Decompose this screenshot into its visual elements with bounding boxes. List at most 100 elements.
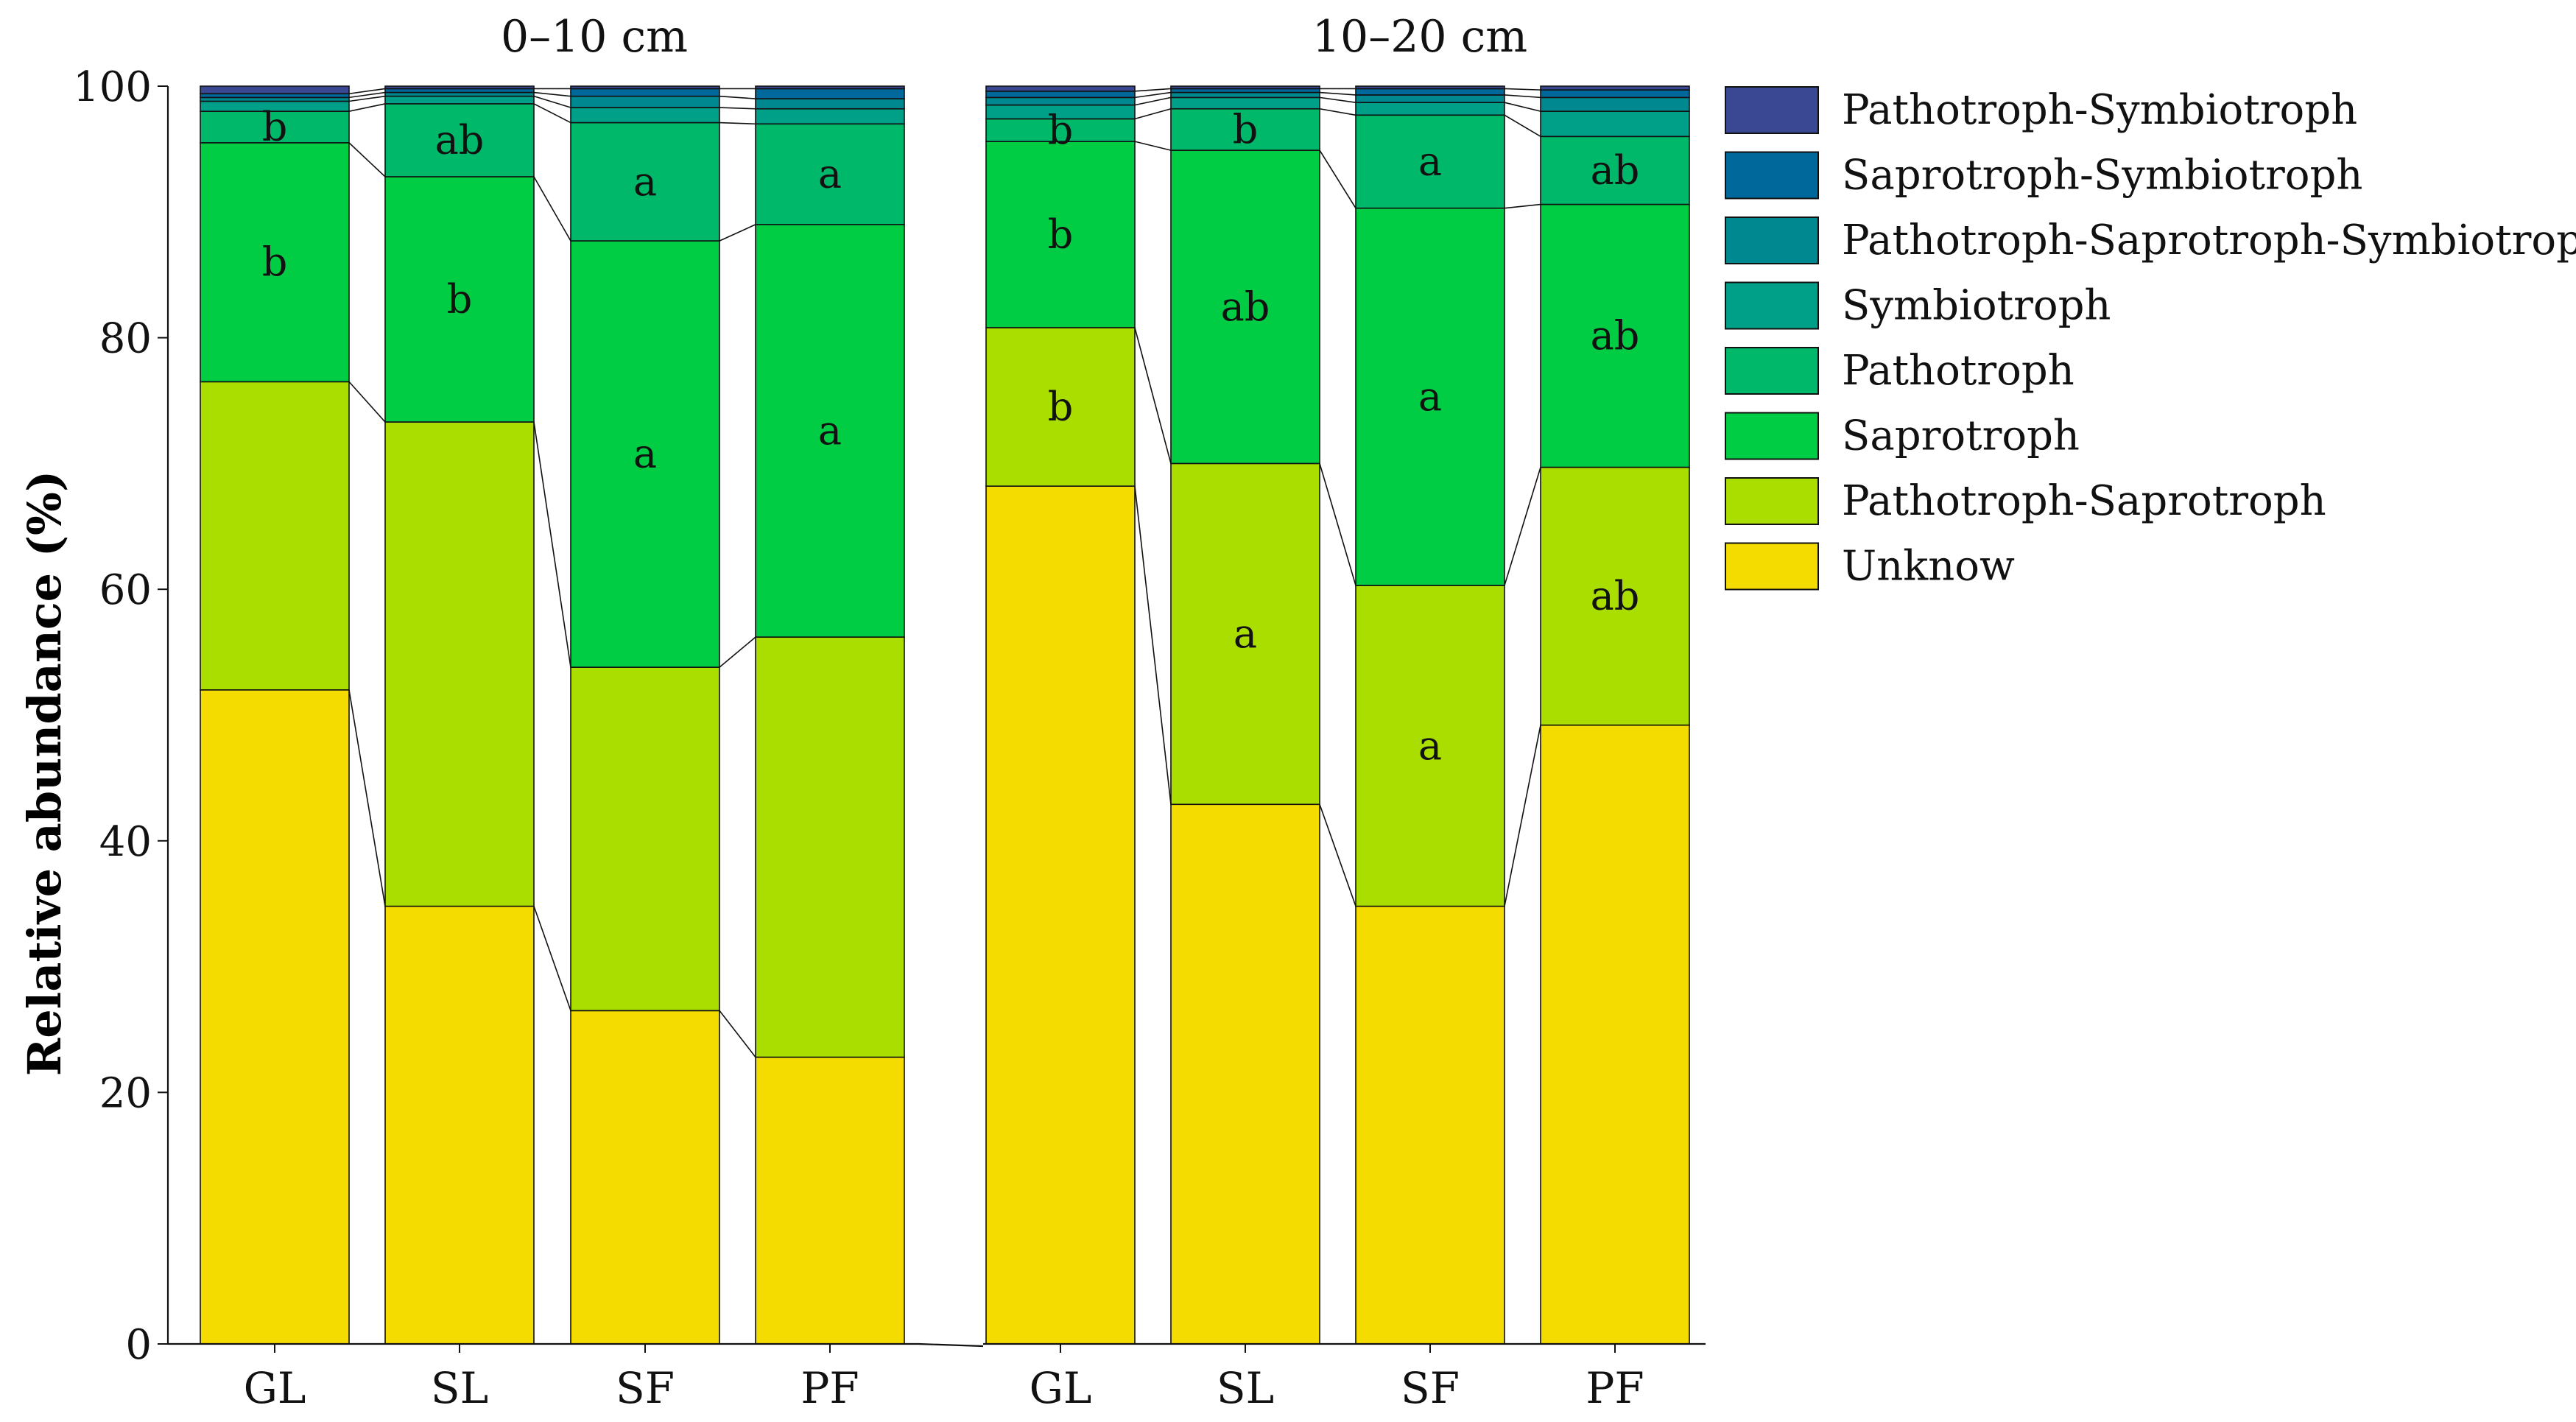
significance-label: b [1048, 211, 1074, 258]
segment-unknow [200, 689, 350, 1345]
segment-unknow [1170, 803, 1320, 1345]
significance-label: a [633, 431, 657, 477]
legend-label: Unknow [1842, 543, 2015, 591]
connector-line [1504, 203, 1541, 209]
legend-swatch [1725, 86, 1819, 134]
legend-label: Symbiotroph [1842, 282, 2111, 330]
connector-line [348, 381, 386, 423]
y-tick-label: 60 [99, 566, 152, 614]
bar-0-10-cm-gl [200, 85, 350, 1345]
segment-pathotroph-saprotroph [384, 421, 535, 907]
segment-saprotroph-symbiotroph [570, 88, 720, 97]
connector-line [1504, 102, 1541, 112]
segment-unknow [384, 905, 535, 1345]
segment-saprotroph [1170, 149, 1320, 465]
legend-swatch [1725, 542, 1819, 591]
segment-saprotroph [985, 141, 1136, 328]
legend-label: Pathotroph-Saprotroph [1842, 477, 2326, 525]
significance-label: a [1418, 373, 1442, 420]
significance-label: a [818, 407, 842, 454]
segment-pathotroph [1170, 108, 1320, 151]
segment-pathotroph [755, 123, 905, 225]
segment-unknow [1540, 724, 1690, 1345]
segment-saprotroph-symbiotroph [755, 88, 905, 99]
legend-label: Pathotroph-Saprotroph-Symbiotroph [1842, 217, 2576, 264]
significance-label: b [1048, 107, 1074, 153]
segment-saprotroph-symbiotroph [1355, 88, 1505, 96]
connector-line [719, 1010, 756, 1058]
significance-label: a [818, 151, 842, 197]
y-tick-label: 100 [73, 63, 152, 111]
segment-pathotroph-saprotroph-symbiotroph [985, 96, 1136, 106]
segment-pathotroph-symbiotroph [200, 85, 350, 95]
significance-label: b [447, 276, 473, 323]
y-tick-label: 0 [125, 1321, 152, 1369]
x-tick-label: SL [1217, 1363, 1274, 1413]
legend: Pathotroph-Symbiotroph Saprotroph-Symbiot… [1725, 86, 2576, 591]
connector-line [348, 88, 386, 95]
connector-line [348, 689, 386, 907]
significance-label: a [1234, 610, 1257, 657]
connector-line [1504, 88, 1541, 91]
segment-pathotroph-symbiotroph [1170, 85, 1320, 90]
segment-unknow [570, 1010, 720, 1345]
segment-saprotroph-symbiotroph [1540, 89, 1690, 99]
connector-line [1134, 91, 1172, 99]
x-tick-label: SF [616, 1363, 675, 1413]
segment-pathotroph-symbiotroph [985, 85, 1136, 92]
significance-label: ab [1221, 284, 1270, 330]
segment-saprotroph-symbiotroph [985, 91, 1136, 99]
legend-swatch [1725, 281, 1819, 330]
segment-pathotroph-symbiotroph [1355, 85, 1505, 90]
legend-label: Pathotroph [1842, 347, 2074, 395]
connector-line [1504, 114, 1541, 138]
connector-line [533, 906, 571, 1011]
connector-line [719, 107, 756, 110]
segment-pathotroph [985, 118, 1136, 142]
significance-label: a [1418, 138, 1442, 184]
segment-pathotroph-saprotroph-symbiotroph [1540, 96, 1690, 112]
x-tick-label: SL [431, 1363, 488, 1413]
x-tick-label: PF [800, 1363, 859, 1413]
y-tick-label: 80 [99, 315, 152, 363]
connector-line [1319, 96, 1356, 103]
legend-label: Pathotroph-Symbiotroph [1842, 86, 2357, 134]
segment-unknow [985, 485, 1136, 1345]
segment-pathotroph [570, 122, 720, 242]
segment-symbiotroph [384, 95, 535, 105]
segment-pathotroph-saprotroph-symbiotroph [755, 98, 905, 110]
segment-pathotroph-saprotroph [570, 666, 720, 1012]
connector-line [719, 224, 756, 242]
connector-line [719, 636, 756, 668]
legend-swatch [1725, 217, 1819, 264]
segment-pathotroph-symbiotroph [384, 85, 535, 90]
significance-label: ab [1591, 312, 1640, 359]
segment-saprotroph [1355, 207, 1505, 586]
legend-item-pathotroph: Pathotroph [1725, 347, 2074, 395]
significance-label: b [262, 239, 288, 285]
segment-symbiotroph [1355, 102, 1505, 116]
panel-title: 10–20 cm [1312, 11, 1527, 63]
segment-saprotroph [570, 240, 720, 668]
connector-line [533, 176, 571, 242]
significance-label: ab [1591, 573, 1640, 619]
connector-line [348, 91, 386, 99]
panel-title: 0–10 cm [501, 11, 688, 63]
segment-symbiotroph [1540, 110, 1690, 138]
bar-0-10-cm-sl [384, 85, 535, 1345]
bar-10-20-cm-gl [985, 85, 1136, 1345]
connector-line [348, 142, 386, 177]
legend-item-pathotroph-saprotroph: Pathotroph-Saprotroph [1725, 477, 2326, 525]
segment-unknow [755, 1056, 905, 1345]
legend-swatch [1725, 347, 1819, 395]
x-tick-label: PF [1586, 1363, 1644, 1413]
significance-label: a [1418, 722, 1442, 769]
segment-saprotroph [755, 224, 905, 638]
segment-pathotroph-saprotroph [755, 636, 905, 1058]
segment-symbiotroph [570, 107, 720, 124]
bar-10-20-cm-sf [1355, 85, 1505, 1345]
segment-pathotroph [200, 110, 350, 144]
connector-line [1134, 486, 1172, 805]
legend-item-unknow: Unknow [1725, 542, 2015, 591]
